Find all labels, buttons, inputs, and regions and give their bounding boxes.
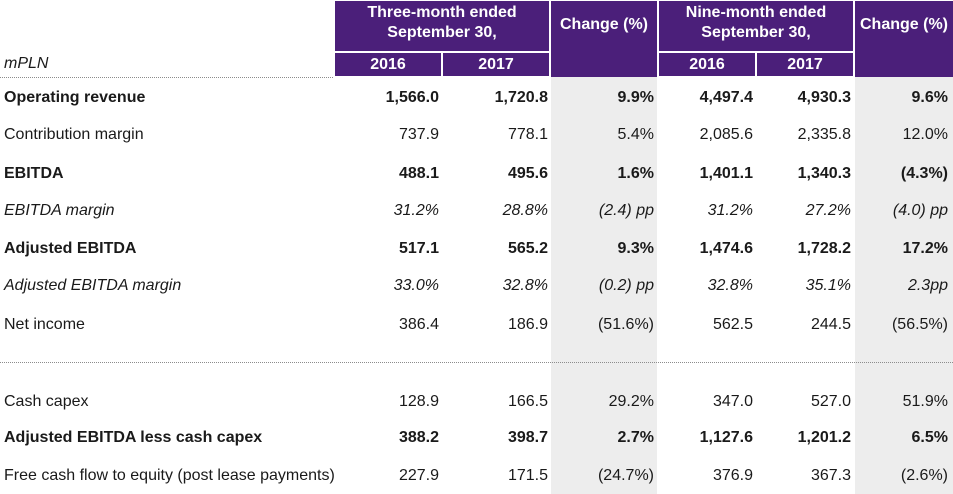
cell-n2017: 2,335.8 xyxy=(797,126,851,143)
cell-n2016: 4,497.4 xyxy=(699,89,753,106)
header-three-month-2016: 2016 xyxy=(335,53,441,76)
table-row-free-cash-flow-to-equity: Free cash flow to equity (post lease pay… xyxy=(0,464,953,488)
cell-q2017: 495.6 xyxy=(507,165,548,182)
table-row-adjusted-ebitda-less-cash-capex: Adjusted EBITDA less cash capex 388.2 39… xyxy=(0,426,953,450)
cell-q2017: 1,720.8 xyxy=(494,89,548,106)
cell-n2016: 2,085.6 xyxy=(699,126,753,143)
cell-n-change: (4.0) pp xyxy=(892,202,948,219)
cell-q-change: 9.3% xyxy=(617,240,654,257)
header-change-three-month: Change (%) xyxy=(551,1,657,77)
cell-q2016: 517.1 xyxy=(398,240,439,257)
cell-n2017: 1,340.3 xyxy=(797,165,851,182)
header-change-three-month-label: Change (%) xyxy=(560,16,648,33)
row-label: Operating revenue xyxy=(4,89,146,106)
cell-q-change: (2.4) pp xyxy=(598,202,654,219)
header-nine-month: Nine-month ended September 30, xyxy=(659,1,853,51)
cell-n-change: (56.5%) xyxy=(891,316,948,333)
cell-q2017: 171.5 xyxy=(507,467,548,484)
header-change-nine-month: Change (%) xyxy=(855,1,953,77)
cell-q2016: 128.9 xyxy=(398,393,439,410)
row-label: Net income xyxy=(4,316,85,333)
cell-q-change: 1.6% xyxy=(617,165,654,182)
table-row-operating-revenue: Operating revenue 1,566.0 1,720.8 9.9% 4… xyxy=(0,86,953,110)
cell-n2016: 347.0 xyxy=(712,393,753,410)
cell-n-change: (2.6%) xyxy=(900,467,948,484)
header-three-month-2017: 2017 xyxy=(443,53,549,76)
cell-q2017: 565.2 xyxy=(507,240,548,257)
table-row-adjusted-ebitda: Adjusted EBITDA 517.1 565.2 9.3% 1,474.6… xyxy=(0,237,953,261)
cell-q-change: 9.9% xyxy=(617,89,654,106)
cell-q2016: 31.2% xyxy=(393,202,439,219)
cell-q2016: 33.0% xyxy=(393,277,439,294)
header-nine-month-2017: 2017 xyxy=(757,53,853,76)
cell-n2016: 562.5 xyxy=(712,316,753,333)
row-label: Contribution margin xyxy=(4,126,144,143)
header-nine-month-2016: 2016 xyxy=(659,53,755,76)
cell-q-change: 2.7% xyxy=(617,429,654,446)
table-row-ebitda-margin: EBITDA margin 31.2% 28.8% (2.4) pp 31.2%… xyxy=(0,199,953,223)
cell-q2017: 186.9 xyxy=(507,316,548,333)
row-label: EBITDA margin xyxy=(4,202,115,219)
row-label: Cash capex xyxy=(4,393,89,410)
cell-n2017: 27.2% xyxy=(805,202,851,219)
cell-n-change: (4.3%) xyxy=(900,165,948,182)
cell-q2016: 227.9 xyxy=(398,467,439,484)
cell-n2017: 4,930.3 xyxy=(797,89,851,106)
cell-q-change: 29.2% xyxy=(608,393,654,410)
cell-q2017: 166.5 xyxy=(507,393,548,410)
row-label: Adjusted EBITDA xyxy=(4,240,137,257)
cell-q2016: 388.2 xyxy=(398,429,439,446)
table-row-net-income: Net income 386.4 186.9 (51.6%) 562.5 244… xyxy=(0,313,953,337)
cell-q2016: 1,566.0 xyxy=(385,89,439,106)
cell-q2017: 778.1 xyxy=(507,126,548,143)
cell-n2017: 244.5 xyxy=(810,316,851,333)
cell-q-change: 5.4% xyxy=(617,126,654,143)
header-three-month-label: Three-month ended September 30, xyxy=(367,4,517,41)
cell-n-change: 9.6% xyxy=(911,89,948,106)
cell-q2016: 386.4 xyxy=(398,316,439,333)
cell-n2016: 376.9 xyxy=(712,467,753,484)
cell-n2017: 1,728.2 xyxy=(797,240,851,257)
table-row-adjusted-ebitda-margin: Adjusted EBITDA margin 33.0% 32.8% (0.2)… xyxy=(0,274,953,298)
cell-q-change: (0.2) pp xyxy=(598,277,654,294)
cell-n2017: 1,201.2 xyxy=(797,429,851,446)
row-label: Adjusted EBITDA less cash capex xyxy=(4,429,263,446)
cell-q-change: (51.6%) xyxy=(597,316,654,333)
row-label: EBITDA xyxy=(4,165,64,182)
cell-n2017: 367.3 xyxy=(810,467,851,484)
cell-q2017: 32.8% xyxy=(502,277,548,294)
cell-n-change: 51.9% xyxy=(902,393,948,410)
change-column-shade-nine-month xyxy=(855,77,953,494)
cell-n-change: 6.5% xyxy=(911,429,948,446)
header-change-nine-month-label: Change (%) xyxy=(860,16,948,33)
cell-n2017: 527.0 xyxy=(810,393,851,410)
cell-n2017: 35.1% xyxy=(805,277,851,294)
cell-n2016: 1,401.1 xyxy=(699,165,753,182)
cell-n-change: 2.3pp xyxy=(907,277,948,294)
cell-q2017: 398.7 xyxy=(507,429,548,446)
cell-q-change: (24.7%) xyxy=(597,467,654,484)
section-divider xyxy=(0,362,953,363)
cell-n2016: 1,474.6 xyxy=(699,240,753,257)
header-divider xyxy=(0,77,333,78)
table-row-cash-capex: Cash capex 128.9 166.5 29.2% 347.0 527.0… xyxy=(0,390,953,414)
cell-q2017: 28.8% xyxy=(502,202,548,219)
table-row-ebitda: EBITDA 488.1 495.6 1.6% 1,401.1 1,340.3 … xyxy=(0,162,953,186)
cell-n2016: 1,127.6 xyxy=(699,429,753,446)
unit-label: mPLN xyxy=(4,55,49,72)
row-label: Adjusted EBITDA margin xyxy=(4,277,182,294)
table-row-contribution-margin: Contribution margin 737.9 778.1 5.4% 2,0… xyxy=(0,123,953,147)
cell-q2016: 488.1 xyxy=(398,165,439,182)
cell-n-change: 17.2% xyxy=(902,240,948,257)
cell-n-change: 12.0% xyxy=(902,126,948,143)
header-nine-month-label: Nine-month ended September 30, xyxy=(685,4,827,41)
header-three-month: Three-month ended September 30, xyxy=(335,1,549,51)
cell-n2016: 32.8% xyxy=(707,277,753,294)
cell-q2016: 737.9 xyxy=(398,126,439,143)
row-label: Free cash flow to equity (post lease pay… xyxy=(4,467,335,484)
cell-n2016: 31.2% xyxy=(707,202,753,219)
change-column-shade-three-month xyxy=(551,77,657,494)
